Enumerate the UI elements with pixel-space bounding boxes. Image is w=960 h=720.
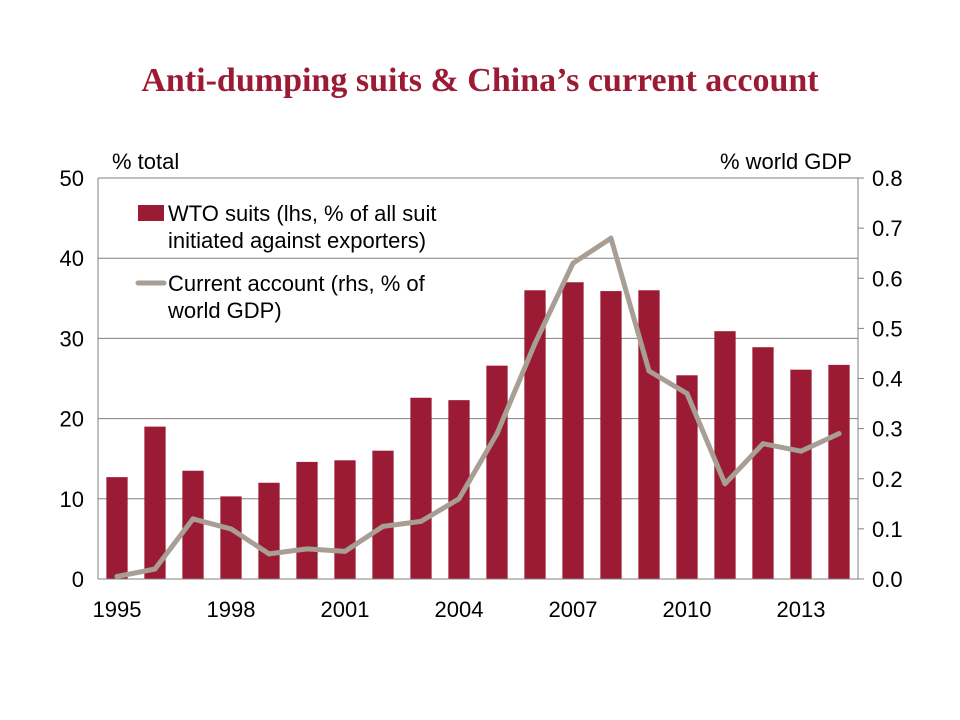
y-left-tick-label: 20 [60,407,84,432]
y-right-axis-title: % world GDP [720,149,852,174]
line-point [380,523,386,529]
line-point [722,481,728,487]
line-point [798,448,804,454]
bar [790,369,812,579]
legend-label-line: Current account (rhs, % of [168,271,426,296]
bar [752,347,774,579]
y-left-tick-label: 40 [60,246,84,271]
bar [144,426,166,579]
bar [600,291,622,579]
bar [334,460,356,579]
line-point [494,431,500,437]
y-left-tick-label: 50 [60,166,84,191]
line-point [608,235,614,241]
line-point [266,551,272,557]
bar [524,290,546,579]
x-tick-label: 1995 [93,597,142,622]
line-point [190,516,196,522]
line-point [418,518,424,524]
bar [220,496,242,579]
chart-title: Anti-dumping suits & China’s current acc… [141,62,819,99]
y-left-axis-title: % total [112,149,179,174]
x-tick-label: 1998 [207,597,256,622]
bar [714,331,736,579]
line-point [304,546,310,552]
line-point [570,260,576,266]
line-point [342,548,348,554]
legend-label-bars: initiated against exporters) [168,228,426,253]
bar [562,282,584,579]
x-tick-label: 2013 [777,597,826,622]
line-point [152,566,158,572]
y-right-tick-label: 0.0 [872,567,903,592]
line-point [760,441,766,447]
line-point [646,368,652,374]
bar [410,397,432,579]
bar [372,450,394,579]
y-right-tick-label: 0.8 [872,166,903,191]
line-point [114,573,120,579]
x-tick-label: 2010 [663,597,712,622]
y-right-tick-label: 0.4 [872,367,903,392]
line-point [456,496,462,502]
line-point [228,526,234,532]
y-right-tick-label: 0.3 [872,417,903,442]
x-tick-label: 2007 [549,597,598,622]
y-right-tick-label: 0.2 [872,467,903,492]
bar [638,290,660,579]
bar [486,365,508,579]
y-left-tick-label: 10 [60,487,84,512]
line-point [836,431,842,437]
y-left-tick-label: 30 [60,326,84,351]
bar [448,400,470,579]
y-right-tick-label: 0.1 [872,517,903,542]
bar [676,375,698,579]
bar [296,461,318,579]
line-point [532,340,538,346]
legend-label-bars: WTO suits (lhs, % of all suit [168,201,437,226]
x-tick-label: 2004 [435,597,484,622]
y-left-tick-label: 0 [72,567,84,592]
bar [828,364,850,579]
bar [106,477,128,579]
line-point [684,391,690,397]
bar [258,482,280,579]
legend-label-line: world GDP) [167,298,282,323]
legend-swatch-bars [138,205,164,221]
y-right-tick-label: 0.6 [872,266,903,291]
y-right-tick-label: 0.5 [872,316,903,341]
bar [182,470,204,579]
current-account-line [114,235,842,579]
x-tick-label: 2001 [321,597,370,622]
y-right-tick-label: 0.7 [872,216,903,241]
